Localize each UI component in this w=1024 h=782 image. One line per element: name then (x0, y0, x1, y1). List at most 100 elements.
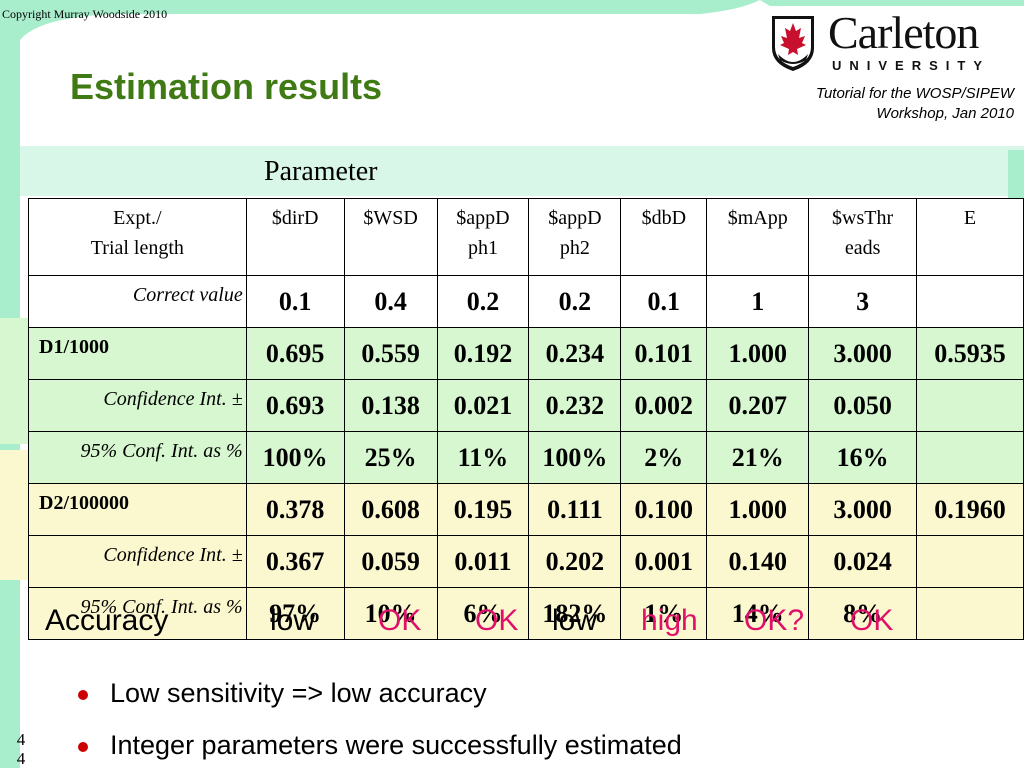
table-cell: 0.001 (620, 535, 708, 588)
table-cell: 0.2 (528, 275, 622, 328)
accuracy-item: OK (850, 604, 894, 637)
table-cell: 10% (343, 587, 438, 640)
logo-subtitle: UNIVERSITY (832, 58, 991, 73)
table-cell: 2% (620, 431, 708, 484)
table-cell: 14% (706, 587, 810, 640)
table-cell (916, 431, 1024, 484)
accuracy-item: high (641, 604, 698, 637)
table-cell: 0.011 (436, 535, 530, 588)
d1-percent-row: 95% Conf. Int. as % 100% 25% 11% 100% 2%… (28, 431, 1024, 484)
table-cell: 0.695 (245, 327, 345, 380)
table-cell (916, 587, 1024, 640)
row-label: Confidence Int. ± (28, 379, 247, 432)
table-cell: 0.1960 (916, 483, 1024, 536)
table-cell: 0.207 (706, 379, 810, 432)
table-cell (916, 535, 1024, 588)
table-cell: 0.024 (808, 535, 918, 588)
bullet-text: Integer parameters were successfully est… (110, 730, 682, 760)
table-cell: 182% (528, 587, 622, 640)
d1-estimate-row: D1/1000 0.695 0.559 0.192 0.234 0.101 1.… (28, 327, 1024, 380)
table-cell: 0.367 (245, 535, 345, 588)
accuracy-label: Accuracy (45, 604, 169, 637)
table-cell: 0.2 (436, 275, 530, 328)
header-row: Expt./Trial length $dirD $WSD $appD ph1 $… (28, 198, 1024, 276)
accuracy-item: low (270, 604, 316, 637)
table-cell: 25% (343, 431, 438, 484)
bullet-text: Low sensitivity => low accuracy (110, 678, 487, 708)
table-cell: 1% (620, 587, 708, 640)
table-cell: 11% (436, 431, 530, 484)
table-cell: 0.111 (528, 483, 622, 536)
header-cell: $dirD (245, 198, 345, 276)
table-cell: 0.192 (436, 327, 530, 380)
table-cell (916, 379, 1024, 432)
table-cell: 3.000 (808, 327, 918, 380)
row-label: 95% Conf. Int. as % (28, 587, 247, 640)
table-cell: 0.232 (528, 379, 622, 432)
table-cell: 0.195 (436, 483, 530, 536)
table-cell: 0.002 (620, 379, 708, 432)
table-cell: 8% (808, 587, 918, 640)
accuracy-item: OK (475, 604, 519, 637)
tutorial-caption: Tutorial for the WOSP/SIPEW Workshop, Ja… (754, 84, 1014, 124)
bullet-dot-icon (78, 690, 88, 700)
table-cell: 0.1 (245, 275, 345, 328)
header-band (20, 146, 1024, 196)
table-cell: 100% (245, 431, 345, 484)
copyright-text: Copyright Murray Woodside 2010 (2, 7, 168, 21)
row-label: Correct value (28, 275, 247, 328)
page-number-line-2: 4 (16, 749, 26, 768)
table-cell: 100% (528, 431, 622, 484)
row-label: Confidence Int. ± (28, 535, 247, 588)
table-cell: 0.4 (343, 275, 438, 328)
page-number: 4 4 (10, 730, 32, 768)
table-cell: 0.059 (343, 535, 438, 588)
row-label: 95% Conf. Int. as % (28, 431, 247, 484)
logo-name: Carleton (828, 7, 979, 58)
top-right-band (760, 0, 1024, 6)
page-number-line-1: 4 (16, 730, 26, 749)
d2-estimate-row: D2/100000 0.378 0.608 0.195 0.111 0.100 … (28, 483, 1024, 536)
table-cell: 0.5935 (916, 327, 1024, 380)
table-cell: 1 (706, 275, 810, 328)
table-cell: 21% (706, 431, 810, 484)
table-cell: 0.202 (528, 535, 622, 588)
table-cell: 1.000 (706, 483, 810, 536)
table-cell: 0.101 (620, 327, 708, 380)
row-label: D2/100000 (28, 483, 247, 536)
maple-leaf-shield-icon (772, 16, 814, 71)
header-cell: $appD ph2 (528, 198, 622, 276)
header-cell: $dbD (620, 198, 708, 276)
d2-confidence-row: Confidence Int. ± 0.367 0.059 0.011 0.20… (28, 535, 1024, 588)
row-label: D1/1000 (28, 327, 247, 380)
carleton-logo: Carleton UNIVERSITY (770, 7, 1010, 74)
d2-percent-row: 95% Conf. Int. as % 97% 10% 6% 182% 1% 1… (28, 587, 1024, 640)
header-cell: Expt./Trial length (28, 198, 247, 276)
parameter-heading: Parameter (264, 156, 378, 187)
table-cell: 0.693 (245, 379, 345, 432)
table-cell: 0.050 (808, 379, 918, 432)
accuracy-item: OK (378, 604, 422, 637)
table-cell: 0.021 (436, 379, 530, 432)
table-cell: 0.234 (528, 327, 622, 380)
table-cell: 0.138 (343, 379, 438, 432)
table-cell: 0.100 (620, 483, 708, 536)
header-cell: E (916, 198, 1024, 276)
table-cell: 0.140 (706, 535, 810, 588)
header-cell: $appD ph1 (436, 198, 530, 276)
table-cell: 0.378 (245, 483, 345, 536)
table-cell (916, 275, 1024, 328)
table-cell: 0.559 (343, 327, 438, 380)
d1-confidence-row: Confidence Int. ± 0.693 0.138 0.021 0.23… (28, 379, 1024, 432)
accuracy-item: low (552, 604, 598, 637)
tutorial-line-1: Tutorial for the WOSP/SIPEW (815, 85, 1014, 102)
header-cell: $WSD (343, 198, 438, 276)
table-cell: 3.000 (808, 483, 918, 536)
table-cell: 97% (245, 587, 345, 640)
header-cell: $wsThr eads (808, 198, 918, 276)
table-cell: 0.608 (343, 483, 438, 536)
table-cell: 6% (436, 587, 530, 640)
bullet-dot-icon (78, 742, 88, 752)
table-cell: 0.1 (620, 275, 708, 328)
estimation-results-table: Expt./Trial length $dirD $WSD $appD ph1 $… (28, 198, 1024, 640)
